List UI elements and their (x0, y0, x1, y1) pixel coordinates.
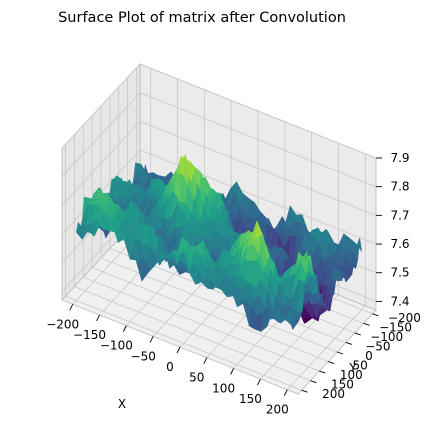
y-tick-mark (336, 351, 344, 355)
y-grid-line (91, 115, 329, 362)
x-tick-mark (176, 346, 181, 354)
x-grid-line (260, 143, 339, 380)
z-tick-label: 7.7 (390, 208, 409, 222)
y-tick-mark (372, 313, 379, 317)
y-tick-label: −150 (379, 320, 412, 334)
y-axis-label: Y (348, 361, 357, 375)
x-tick-mark (122, 325, 127, 332)
x-tick-label: 200 (266, 403, 289, 417)
y-tick-mark (310, 380, 317, 384)
y-tick-label: −200 (388, 311, 421, 325)
y-tick-label: −50 (365, 339, 390, 353)
x-tick-label: 0 (166, 360, 174, 374)
z-tick-label: 7.6 (390, 237, 409, 251)
y-tick-mark (363, 322, 370, 326)
x-tick-label: 100 (212, 381, 235, 395)
y-tick-mark (327, 361, 335, 364)
x-tick-mark (203, 357, 208, 364)
surface-mesh (76, 154, 362, 333)
z-tick-label: 7.8 (390, 180, 409, 194)
x-axis-label: X (118, 397, 126, 411)
z-grid-line (61, 92, 377, 188)
chart-title: Surface Plot of matrix after Convolution (58, 10, 346, 26)
x-tick-mark (149, 336, 154, 343)
y-grid-line (65, 144, 302, 391)
y-tick-label: 0 (365, 349, 373, 363)
x-tick-label: −200 (46, 317, 79, 331)
z-tick-label: 7.9 (390, 151, 409, 165)
y-grid-line (74, 134, 311, 381)
y-tick-mark (319, 370, 326, 374)
x-tick-mark (96, 314, 100, 322)
z-grid-line (61, 120, 377, 216)
y-tick-label: 100 (340, 368, 363, 382)
x-grid-line (287, 153, 366, 390)
y-tick-label: 200 (322, 387, 345, 401)
x-tick-label: −100 (100, 339, 133, 353)
y-tick-label: 150 (331, 378, 354, 392)
axis-ticks: −200−150−100−50050100150200−200−150−100−… (46, 151, 421, 417)
y-tick-mark (354, 332, 361, 336)
y-tick-label: −100 (370, 330, 403, 344)
y-grid-line (82, 125, 320, 372)
y-tick-label: 50 (352, 359, 367, 373)
z-grid-line (61, 63, 377, 159)
x-tick-mark (283, 389, 288, 396)
x-tick-label: −150 (73, 328, 106, 342)
x-tick-label: −50 (131, 349, 156, 363)
x-tick-mark (257, 378, 261, 386)
surface-facet (76, 221, 85, 240)
x-tick-mark (69, 304, 74, 311)
x-tick-label: 50 (189, 371, 204, 385)
x-tick-label: 150 (239, 392, 262, 406)
z-tick-label: 7.4 (390, 294, 409, 308)
y-tick-mark (301, 389, 308, 393)
y-tick-mark (345, 342, 353, 345)
x-tick-mark (230, 368, 235, 375)
z-tick-label: 7.5 (390, 266, 409, 280)
